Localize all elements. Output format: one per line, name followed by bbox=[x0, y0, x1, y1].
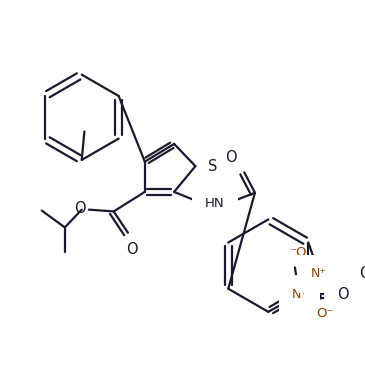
Text: N⁺: N⁺ bbox=[311, 267, 327, 280]
Text: ⁻O: ⁻O bbox=[289, 246, 306, 259]
Text: O: O bbox=[74, 201, 86, 216]
Text: O: O bbox=[126, 242, 137, 257]
Text: O: O bbox=[226, 150, 237, 165]
Text: HN: HN bbox=[205, 197, 225, 210]
Text: N⁺: N⁺ bbox=[291, 288, 307, 301]
Text: O: O bbox=[359, 266, 365, 281]
Text: S: S bbox=[208, 159, 217, 174]
Text: O: O bbox=[337, 286, 348, 301]
Text: O⁻: O⁻ bbox=[316, 308, 334, 320]
